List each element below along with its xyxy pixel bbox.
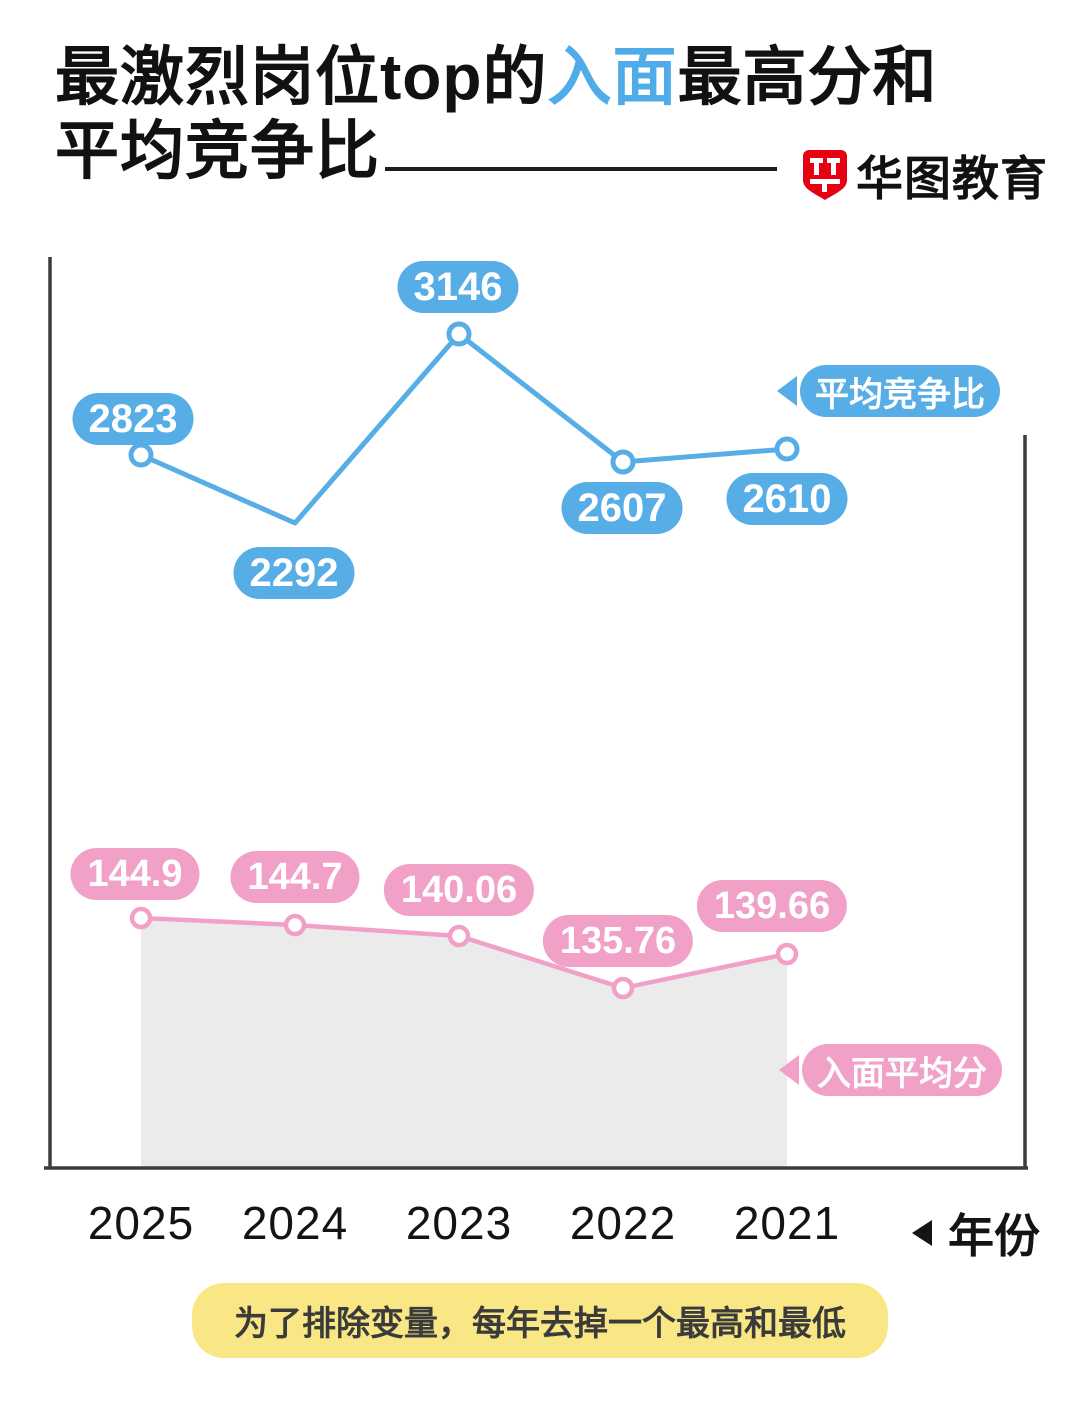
title-underline <box>385 167 777 171</box>
title-highlight-text: 入面 <box>547 41 678 113</box>
legend-label: 平均竞争比 <box>800 365 1000 417</box>
legend-label: 入面平均分 <box>802 1044 1002 1096</box>
x-axis-name: 年份 <box>912 1200 1040 1266</box>
title-line-1: 最激烈岗位top的入面最高分和 <box>55 40 938 114</box>
pink-point-marker <box>283 913 307 937</box>
legend-competition-ratio: 平均竞争比 <box>777 365 1000 417</box>
area-fill <box>141 918 787 1167</box>
page-title: 最激烈岗位top的入面最高分和 平均竞争比 <box>55 40 938 188</box>
x-tick-year-2025: 2025 <box>87 1197 195 1249</box>
interview-score-value-label: 140.06 <box>383 864 535 916</box>
blue-point-marker <box>128 442 154 468</box>
x-tick-year-2024: 2024 <box>241 1197 349 1249</box>
brand-shield-icon <box>803 149 847 200</box>
brand-name: 华图教育 <box>856 152 1048 205</box>
x-tick-year-2023: 2023 <box>405 1197 513 1249</box>
interview-score-value-label: 135.76 <box>542 915 694 967</box>
blue-point-marker <box>610 449 636 475</box>
title-text: 平均竞争比 <box>55 115 380 188</box>
title-line-2: 平均竞争比 <box>55 114 938 188</box>
pink-point-marker <box>775 942 799 966</box>
title-text: 最高分和 <box>677 41 938 113</box>
pink-point-marker <box>447 924 471 948</box>
pink-point-marker <box>611 976 635 1000</box>
title-text: 最激烈岗位top的 <box>55 41 548 113</box>
brand-logo: 华图教育 <box>802 140 1048 209</box>
competition-ratio-value-label: 2610 <box>726 473 848 525</box>
blue-point-marker <box>446 321 472 347</box>
interview-score-value-label: 139.66 <box>696 880 848 932</box>
interview-score-value-label: 144.7 <box>230 851 360 903</box>
blue-point-marker <box>774 436 800 462</box>
interview-score-value-label: 144.9 <box>70 848 200 900</box>
arrow-left-icon <box>777 376 797 406</box>
x-axis-name-label: 年份 <box>948 1210 1040 1262</box>
competition-ratio-value-label: 2823 <box>72 393 194 445</box>
competition-ratio-value-label: 2292 <box>233 547 355 599</box>
pink-point-marker <box>129 906 153 930</box>
competition-ratio-value-label: 3146 <box>397 261 519 313</box>
x-tick-year-2022: 2022 <box>569 1197 677 1249</box>
competition-ratio-value-label: 2607 <box>561 482 683 534</box>
arrow-left-icon <box>912 1220 932 1246</box>
legend-interview-avg-score: 入面平均分 <box>779 1044 1002 1096</box>
x-tick-year-2021: 2021 <box>733 1197 841 1249</box>
blue-line <box>139 331 788 526</box>
arrow-left-icon <box>779 1055 799 1085</box>
footnote: 为了排除变量，每年去掉一个最高和最低 <box>192 1283 888 1358</box>
